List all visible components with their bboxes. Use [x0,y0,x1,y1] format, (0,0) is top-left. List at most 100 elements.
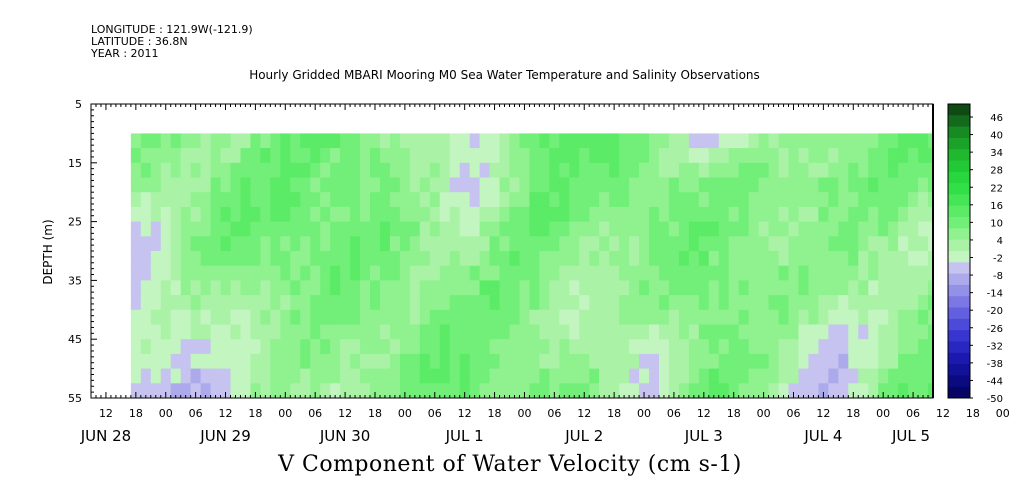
heatmap-cell [768,236,780,252]
heatmap-cell [160,162,172,179]
heatmap-cell [768,206,780,223]
heatmap-cell [419,295,431,311]
heatmap-cell [150,206,162,223]
heatmap-cell [190,280,202,296]
heatmap-cell [200,148,212,164]
heatmap-cell [320,353,331,370]
heatmap-cell [768,339,780,355]
heatmap-cell [748,192,760,208]
heatmap-cell [499,280,511,296]
heatmap-cell [848,368,859,384]
heatmap-cell [449,280,461,296]
heatmap-cell [928,206,933,223]
colorbar-label: -8 [993,271,1003,282]
heatmap-cell [848,353,859,370]
longitude-label: LONGITUDE : 121.9W(-121.9) [91,23,253,36]
heatmap-cell [658,383,670,398]
heatmap-cell [170,221,182,237]
heatmap-cell [270,148,281,164]
heatmap-cell [170,324,182,340]
heatmap-cell [888,295,899,311]
heatmap-cell [678,148,690,164]
heatmap-cell [399,162,411,179]
heatmap-cell [240,206,252,223]
heatmap-cell [918,339,929,355]
heatmap-cell [210,192,222,208]
heatmap-cell [140,162,152,179]
x-hour-label: 12 [219,407,233,420]
heatmap-cell [140,236,152,252]
heatmap-cell [180,177,192,193]
heatmap-cell [599,251,610,267]
heatmap-cell [479,339,491,355]
heatmap-cell [310,368,321,384]
heatmap-cell [320,295,331,311]
heatmap-cell [639,353,650,370]
heatmap-cell [619,192,630,208]
heatmap-cell [160,148,172,164]
heatmap-cell [728,236,740,252]
heatmap-cell [738,177,750,193]
heatmap-cell [140,206,152,223]
heatmap-cell [509,324,521,340]
heatmap-cell [240,368,252,384]
heatmap-cell [569,383,580,398]
heatmap-cell [639,162,650,179]
heatmap-cell [559,383,570,398]
heatmap-cell [270,383,281,398]
heatmap-cell [280,295,291,311]
heatmap-cell [409,280,421,296]
heatmap-cell [678,265,690,281]
heatmap-cell [230,133,242,149]
heatmap-cell [838,295,849,311]
heatmap-cell [180,280,192,296]
heatmap-cell [708,177,720,193]
heatmap-cell [728,368,740,384]
heatmap-cell [379,368,391,384]
heatmap-cell [439,309,451,326]
heatmap-cell [310,192,321,208]
heatmap-cell [140,265,152,281]
heatmap-cell [788,368,800,384]
heatmap-cell [429,368,441,384]
heatmap-cell [708,339,720,355]
heatmap-cell [868,265,879,281]
heatmap-cell [220,383,232,398]
heatmap-cell [200,383,212,398]
heatmap-cell [290,148,301,164]
heatmap-cell [868,368,879,384]
heatmap-cell [350,236,361,252]
heatmap-cell [459,236,471,252]
heatmap-cell [250,236,261,252]
y-axis-label: DEPTH (m) [41,219,55,284]
heatmap-cell [738,324,750,340]
heatmap-cell [918,368,929,384]
heatmap-cell [589,339,600,355]
heatmap-cell [310,383,321,398]
heatmap-cell [668,383,680,398]
heatmap-cell [718,324,730,340]
heatmap-cell [230,251,242,267]
heatmap-cell [439,162,451,179]
heatmap-cell [399,236,411,252]
heatmap-cell [280,265,291,281]
heatmap-cell [808,339,820,355]
heatmap-cell [599,309,610,326]
heatmap-cell [489,368,501,384]
colorbar-label: -26 [987,324,1003,335]
colorbar-swatch [948,137,970,150]
colorbar-swatch [948,115,970,128]
heatmap-cell [688,368,700,384]
heatmap-cell [768,162,780,179]
heatmap-cell [469,162,481,179]
heatmap-cell [290,133,301,149]
heatmap-cell [698,295,710,311]
heatmap-cell [808,251,820,267]
heatmap-cell [708,251,720,267]
heatmap-cell [629,295,640,311]
heatmap-cell [868,236,879,252]
y-tick-label: 25 [68,216,82,229]
heatmap-cell [150,295,162,311]
heatmap-cell [439,324,451,340]
